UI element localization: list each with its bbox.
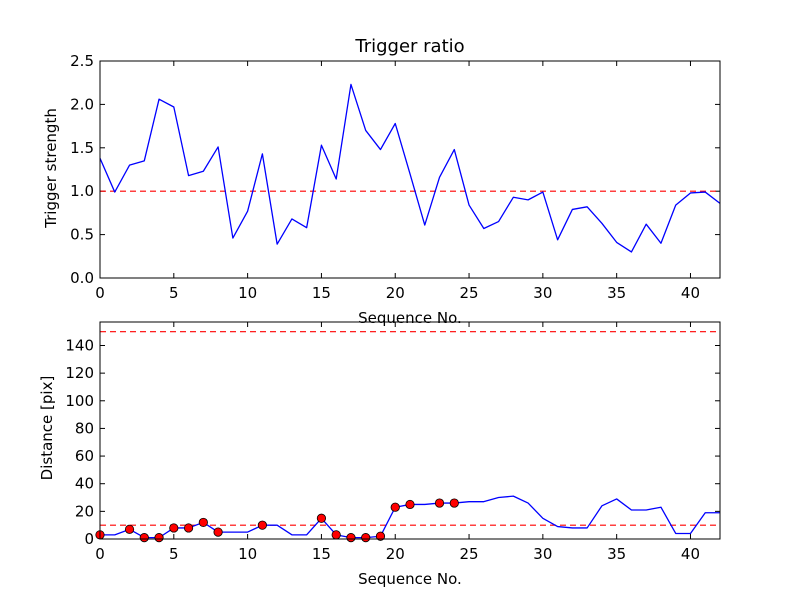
axes-frame xyxy=(99,321,721,540)
y-tick-label: 0 xyxy=(84,530,94,548)
y-tick-label: 140 xyxy=(65,336,94,354)
x-tick-label: 20 xyxy=(386,284,405,302)
data-point-marker xyxy=(390,502,400,512)
axis-ticks: 0 5 10 15 20 25 30 35 40 0 20 40 60 80 100 120 140 xyxy=(65,322,720,563)
x-tick-label: 5 xyxy=(169,284,179,302)
y-tick-label: 2.0 xyxy=(70,95,94,113)
y-tick-label: 60 xyxy=(75,447,94,465)
x-tick-label: 35 xyxy=(607,545,626,563)
y-axis-label: Distance [pix] xyxy=(38,376,56,481)
y-tick-label: 120 xyxy=(65,364,94,382)
axis-ticks: 0 5 10 15 20 25 30 35 40 0.0 0.5 1.0 1.5 2.0 2.5 xyxy=(70,52,720,302)
data-point-marker xyxy=(375,531,386,541)
data-point-marker xyxy=(361,533,371,543)
data-point-marker xyxy=(434,498,445,508)
y-tick-label: 0.5 xyxy=(70,226,94,244)
data-point-marker xyxy=(198,517,208,528)
data-point-marker xyxy=(346,533,356,543)
plot-trigger-ratio: Trigger ratio Sequence No. Trigger stren… xyxy=(42,36,721,327)
y-tick-label: 80 xyxy=(75,419,94,437)
axes-frame xyxy=(99,60,721,279)
x-tick-label: 15 xyxy=(312,545,331,563)
plot-marks xyxy=(99,83,721,253)
data-point-marker xyxy=(154,533,164,543)
x-tick-label: 20 xyxy=(386,545,405,563)
x-axis-label: Sequence No. xyxy=(358,570,462,588)
x-tick-label: 15 xyxy=(312,284,331,302)
data-point-marker xyxy=(331,530,341,540)
x-tick-label: 30 xyxy=(533,284,552,302)
data-point-marker xyxy=(169,523,179,533)
y-tick-label: 20 xyxy=(75,502,94,520)
x-tick-label: 10 xyxy=(238,545,257,563)
y-tick-label: 40 xyxy=(75,475,94,493)
plot-distance: Sequence No. Distance [pix] 0 5 10 15 20 25 30… xyxy=(38,321,721,588)
data-point-marker xyxy=(449,498,459,508)
x-tick-label: 25 xyxy=(460,284,479,302)
x-tick-label: 35 xyxy=(607,284,626,302)
x-axis-label: Sequence No. xyxy=(358,309,462,327)
data-point-marker xyxy=(124,524,135,534)
series-line xyxy=(99,83,721,253)
chart-title: Trigger ratio xyxy=(354,36,464,57)
plot-marks xyxy=(95,331,720,543)
data-point-marker xyxy=(316,513,327,523)
y-axis-label: Trigger strength xyxy=(42,108,60,229)
data-point-marker xyxy=(183,523,194,533)
y-tick-label: 100 xyxy=(65,392,94,410)
x-tick-label: 0 xyxy=(95,545,105,563)
x-tick-label: 40 xyxy=(681,545,700,563)
y-tick-label: 1.0 xyxy=(70,182,94,200)
data-point-marker xyxy=(139,533,149,543)
x-tick-label: 30 xyxy=(533,545,552,563)
y-tick-label: 1.5 xyxy=(70,139,94,157)
x-tick-label: 0 xyxy=(95,284,105,302)
y-tick-label: 0.0 xyxy=(70,269,94,287)
data-point-marker xyxy=(405,499,415,510)
x-tick-label: 5 xyxy=(169,545,179,563)
x-tick-label: 40 xyxy=(681,284,700,302)
y-tick-label: 2.5 xyxy=(70,52,94,70)
data-point-marker xyxy=(213,527,223,537)
data-point-marker xyxy=(257,520,267,530)
x-tick-label: 25 xyxy=(460,545,479,563)
x-tick-label: 10 xyxy=(238,284,257,302)
